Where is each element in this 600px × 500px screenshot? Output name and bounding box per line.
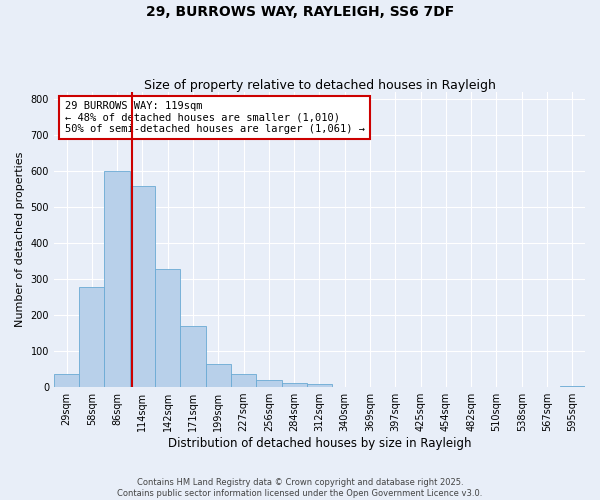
Bar [231, 374, 256, 387]
Bar [104, 171, 130, 387]
Bar [560, 386, 585, 387]
Bar [256, 380, 281, 387]
X-axis label: Distribution of detached houses by size in Rayleigh: Distribution of detached houses by size … [168, 437, 471, 450]
Bar [79, 287, 104, 387]
Bar [307, 384, 332, 387]
Bar [54, 374, 79, 387]
Bar [181, 326, 206, 387]
Bar [281, 384, 307, 387]
Title: Size of property relative to detached houses in Rayleigh: Size of property relative to detached ho… [143, 79, 496, 92]
Y-axis label: Number of detached properties: Number of detached properties [15, 152, 25, 327]
Text: 29, BURROWS WAY, RAYLEIGH, SS6 7DF: 29, BURROWS WAY, RAYLEIGH, SS6 7DF [146, 5, 454, 19]
Bar [206, 364, 231, 387]
Bar [130, 186, 155, 387]
Text: 29 BURROWS WAY: 119sqm
← 48% of detached houses are smaller (1,010)
50% of semi-: 29 BURROWS WAY: 119sqm ← 48% of detached… [65, 101, 365, 134]
Bar [155, 269, 181, 387]
Text: Contains HM Land Registry data © Crown copyright and database right 2025.
Contai: Contains HM Land Registry data © Crown c… [118, 478, 482, 498]
